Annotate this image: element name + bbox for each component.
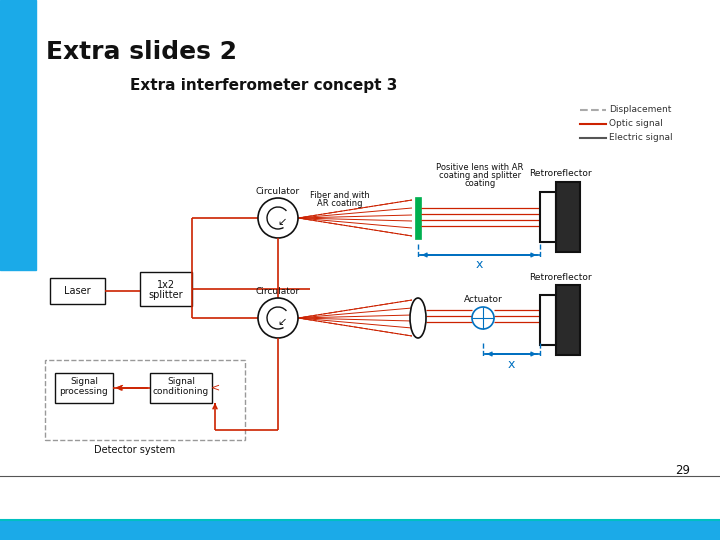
Text: Retroreflector: Retroreflector	[528, 170, 591, 179]
Text: AR coating: AR coating	[318, 199, 363, 208]
Text: Actuator: Actuator	[464, 295, 503, 305]
Bar	[140, 272, 192, 306]
Text: 1x2: 1x2	[157, 280, 175, 290]
Text: Circulator: Circulator	[256, 287, 300, 295]
Bar	[0, 0, 36, 270]
Text: coating and splitter: coating and splitter	[439, 172, 521, 180]
Text: Extra slides 2: Extra slides 2	[46, 40, 237, 64]
Text: Laser: Laser	[64, 286, 91, 296]
Text: Positive lens with AR: Positive lens with AR	[436, 164, 523, 172]
Text: Displacement: Displacement	[609, 105, 671, 114]
Text: ↙: ↙	[277, 217, 287, 227]
Text: <: <	[115, 382, 125, 392]
Text: Signal: Signal	[70, 377, 98, 387]
Bar	[540, 192, 556, 242]
Text: splitter: splitter	[149, 290, 184, 300]
Text: x: x	[475, 258, 482, 271]
Bar	[556, 285, 580, 355]
Circle shape	[258, 198, 298, 238]
Bar	[0, 520, 720, 540]
Text: ↙: ↙	[277, 317, 287, 327]
Bar	[556, 182, 580, 252]
Bar	[150, 373, 212, 403]
Text: Electric signal: Electric signal	[609, 133, 672, 143]
Text: processing: processing	[60, 388, 109, 396]
Text: Detector system: Detector system	[94, 445, 176, 455]
Bar	[540, 295, 556, 345]
Text: x: x	[508, 357, 515, 370]
Bar	[415, 197, 421, 239]
Text: Optic signal: Optic signal	[609, 119, 662, 129]
Text: <: <	[212, 382, 220, 392]
Text: Signal: Signal	[167, 377, 195, 387]
Bar	[50, 278, 105, 304]
Text: coating: coating	[464, 179, 495, 188]
Text: Retroreflector: Retroreflector	[528, 273, 591, 281]
Bar	[45, 360, 245, 440]
Text: conditioning: conditioning	[153, 388, 209, 396]
Text: Circulator: Circulator	[256, 186, 300, 195]
Ellipse shape	[410, 298, 426, 338]
Bar	[55, 373, 113, 403]
Circle shape	[258, 298, 298, 338]
Text: Fiber and with: Fiber and with	[310, 192, 370, 200]
Text: 29: 29	[675, 463, 690, 476]
Circle shape	[472, 307, 494, 329]
Text: Extra interferometer concept 3: Extra interferometer concept 3	[130, 78, 397, 93]
